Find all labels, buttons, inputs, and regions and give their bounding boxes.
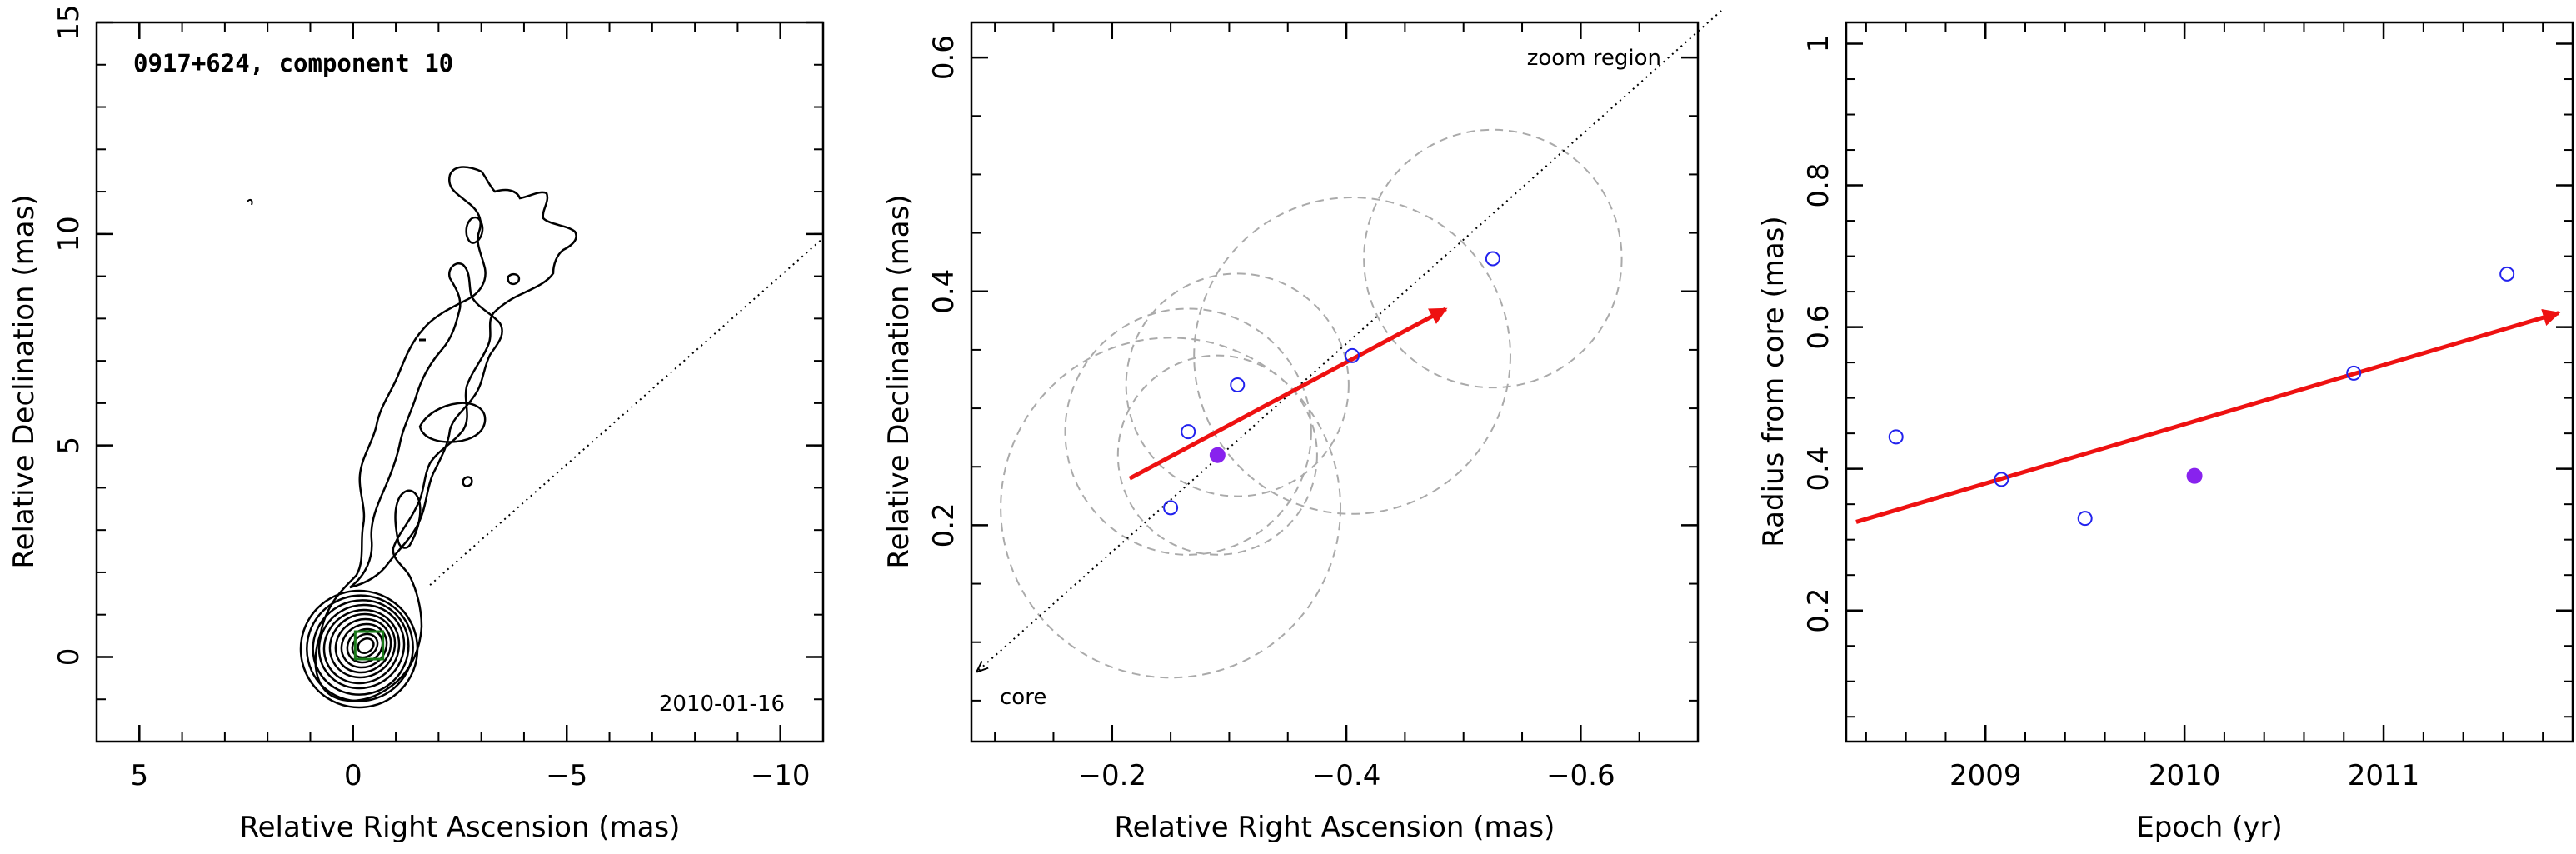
- y-tick-label: 0: [52, 648, 86, 667]
- x-tick-label: −0.6: [1546, 759, 1615, 792]
- contour-level: [357, 637, 375, 654]
- data-point-filled: [1209, 447, 1226, 463]
- data-point-open: [2499, 266, 2515, 282]
- x-tick-label: −10: [751, 759, 811, 792]
- y-tick-label: 0.4: [927, 269, 961, 314]
- x-tick-label: −0.4: [1312, 759, 1381, 792]
- contour-level: [306, 594, 414, 702]
- x-tick-label: 0: [344, 759, 362, 792]
- zoom-region-box: [353, 630, 385, 661]
- contour-level: [328, 612, 397, 679]
- contour-blob: [507, 272, 521, 286]
- jet-direction-line: [429, 237, 824, 586]
- p2-axis-ticks: −0.2 −0.4 −0.6 0.2 0.4 0.6: [927, 22, 1698, 792]
- p2-x-axis-label: Relative Right Ascension (mas): [1115, 811, 1555, 844]
- panel-zoom-region: −0.2 −0.4 −0.6 0.2 0.4 0.6 zoom region core R…: [882, 10, 1722, 844]
- data-point-open: [1230, 377, 1246, 393]
- data-point-open: [1345, 347, 1360, 363]
- p3-data-layer: [1855, 266, 2561, 527]
- p1-y-axis-label: Relative Declination (mas): [7, 194, 41, 568]
- y-tick-label: 1: [1802, 35, 1835, 53]
- data-point-open: [1485, 251, 1500, 267]
- x-tick-label: −0.2: [1077, 759, 1146, 792]
- p1-axis-ticks: 5 0 −5 −10 0 5 10 15: [52, 4, 824, 792]
- panel-contour-map: 5 0 −5 −10 0 5 10 15 0917+624, component 10 201…: [7, 4, 825, 844]
- observation-date: 2010-01-16: [659, 692, 785, 717]
- x-tick-label: 2009: [1949, 759, 2022, 792]
- contour-blob: [462, 476, 473, 487]
- contour-speck: [247, 198, 253, 206]
- y-tick-label: 0.2: [927, 502, 961, 547]
- y-tick-label: 5: [52, 437, 86, 455]
- contour-level: [312, 599, 410, 696]
- y-tick-label: 10: [52, 216, 86, 252]
- p3-x-axis-label: Epoch (yr): [2136, 811, 2283, 844]
- data-point-open: [1994, 472, 2009, 487]
- contour-level: [317, 603, 406, 690]
- contour-outer: [314, 166, 577, 702]
- contour-level: [299, 589, 419, 709]
- y-tick-label: 0.6: [927, 35, 961, 80]
- uncertainty-circle: [1125, 272, 1350, 497]
- data-point-open: [1888, 429, 1904, 445]
- p2-y-axis-label: Relative Declination (mas): [882, 194, 916, 568]
- data-point-open: [2077, 511, 2093, 527]
- contour-map: [247, 166, 577, 709]
- plot-frame: [1845, 21, 2574, 743]
- uncertainty-circle: [1000, 337, 1342, 679]
- core-direction-line: [977, 10, 1722, 672]
- trend-arrow: [1855, 308, 2561, 524]
- zoom-region-label: zoom region: [1527, 46, 1661, 71]
- contour-blob: [418, 402, 487, 443]
- data-point-filled: [2186, 467, 2203, 484]
- motion-vector-arrow: [1128, 307, 1448, 481]
- y-tick-label: 0.4: [1802, 447, 1835, 492]
- contour-blob: [465, 216, 484, 244]
- p2-data-layer: [977, 10, 1722, 679]
- plot-frame: [95, 21, 825, 743]
- data-point-open: [1181, 424, 1196, 440]
- p3-axis-ticks: 2009 2010 2011 0.2 0.4 0.6 0.8 1: [1802, 22, 2573, 792]
- y-tick-label: 0.6: [1802, 305, 1835, 350]
- core-label: core: [1000, 685, 1046, 710]
- plot-frame: [970, 21, 1700, 743]
- uncertainty-circle: [1363, 128, 1623, 389]
- contour-inner: [349, 262, 503, 589]
- source-title: 0917+624, component 10: [133, 49, 453, 77]
- contour-level: [322, 608, 401, 685]
- uncertainty-circle: [1064, 307, 1312, 556]
- y-tick-label: 15: [52, 4, 86, 40]
- p1-data-layer: [353, 237, 824, 661]
- data-point-open: [1163, 500, 1179, 516]
- y-tick-label: 0.8: [1802, 163, 1835, 208]
- uncertainty-circle: [1116, 354, 1318, 556]
- contour-blob: [394, 489, 422, 549]
- panel-radius-vs-epoch: 2009 2010 2011 0.2 0.4 0.6 0.8 1 Epoch (yr) Rad…: [1757, 21, 2574, 844]
- y-tick-label: 0.2: [1802, 588, 1835, 633]
- x-tick-label: 2010: [2149, 759, 2221, 792]
- p1-x-axis-label: Relative Right Ascension (mas): [240, 811, 681, 844]
- uncertainty-circle: [1193, 197, 1511, 515]
- x-tick-label: 5: [130, 759, 148, 792]
- x-tick-label: −5: [546, 759, 587, 792]
- contour-level: [334, 617, 392, 674]
- p3-y-axis-label: Radius from core (mas): [1757, 216, 1790, 547]
- x-tick-label: 2011: [2348, 759, 2420, 792]
- data-point-open: [2346, 365, 2362, 381]
